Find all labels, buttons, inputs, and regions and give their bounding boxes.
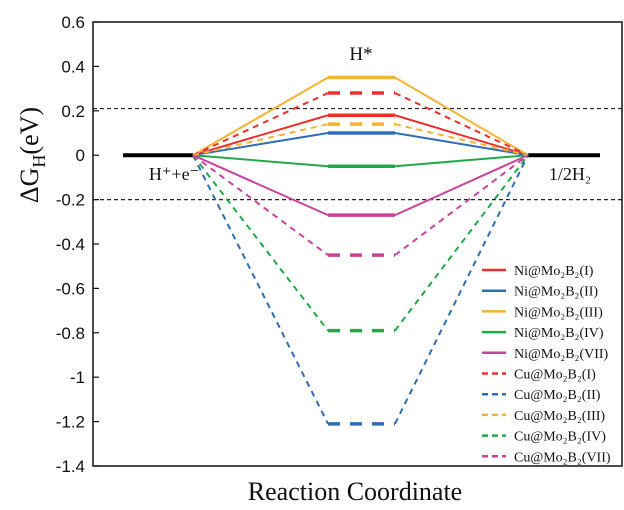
series-5-fall xyxy=(394,92,529,157)
y-tick-label-8: -1 xyxy=(70,368,85,387)
series-1-rise xyxy=(192,132,329,157)
state-label-final: 1/2H₂ xyxy=(549,164,591,184)
legend-label-5: Cu@Mo₂B₂(I) xyxy=(514,368,596,383)
y-axis-label: ΔGH(eV) xyxy=(15,107,49,203)
legend-label-9: Cu@Mo₂B₂(VII) xyxy=(514,450,611,465)
axes: H* H⁺+e⁻ 1/2H₂ 0.6 0.4 0.2 0 -0.2 -0.4 -0.6 -0.8 -1… xyxy=(56,13,623,476)
legend: Ni@Mo₂B₂(I) Ni@Mo₂B₂(II) Ni@Mo₂B₂(III) Ni@M… xyxy=(482,264,611,465)
y-tick-label-5: -0.4 xyxy=(56,235,85,254)
series-4-rise xyxy=(192,154,329,217)
legend-label-2: Ni@Mo₂B₂(III) xyxy=(514,305,603,320)
state-label-intermediate: H* xyxy=(349,44,372,65)
series-6-fall xyxy=(394,154,529,425)
y-tick-label-4: -0.2 xyxy=(56,191,85,210)
y-tick-label-2: 0.2 xyxy=(61,102,85,121)
series-0-fall xyxy=(394,114,529,157)
legend-label-0: Ni@Mo₂B₂(I) xyxy=(514,264,594,279)
y-tick-label-10: -1.4 xyxy=(56,457,85,476)
series-2-fall xyxy=(394,76,529,157)
x-axis-label: Reaction Coordinate xyxy=(248,477,462,506)
y-tick-label-1: 0.4 xyxy=(61,57,85,76)
legend-label-3: Ni@Mo₂B₂(IV) xyxy=(514,326,604,341)
y-tick-label-3: 0 xyxy=(76,146,85,165)
series-1-fall xyxy=(394,132,529,157)
legend-label-4: Ni@Mo₂B₂(VII) xyxy=(514,347,609,362)
series-7-rise xyxy=(192,123,329,157)
series-9-rise xyxy=(192,154,329,256)
series-8-fall xyxy=(394,154,529,332)
y-tick-label-0: 0.6 xyxy=(61,13,85,32)
series-8-rise xyxy=(192,154,329,332)
y-tick-label-9: -1.2 xyxy=(56,413,85,432)
series-6-rise xyxy=(192,154,329,425)
state-label-initial: H⁺+e⁻ xyxy=(149,164,199,184)
legend-label-6: Cu@Mo₂B₂(II) xyxy=(514,388,601,403)
series-0-rise xyxy=(192,114,329,157)
y-tick-label-7: -0.8 xyxy=(56,324,85,343)
y-tick-label-6: -0.6 xyxy=(56,279,85,298)
legend-label-1: Ni@Mo₂B₂(II) xyxy=(514,285,598,300)
legend-label-7: Cu@Mo₂B₂(III) xyxy=(514,409,605,424)
series-2-rise xyxy=(192,76,329,157)
series-5-rise xyxy=(192,92,329,157)
legend-label-8: Cu@Mo₂B₂(IV) xyxy=(514,430,606,445)
series-9-fall xyxy=(394,154,529,256)
series-3-fall xyxy=(394,154,529,168)
series-4-fall xyxy=(394,154,529,217)
series-7-fall xyxy=(394,123,529,157)
plot-area xyxy=(123,75,600,426)
series-3-rise xyxy=(192,154,329,168)
